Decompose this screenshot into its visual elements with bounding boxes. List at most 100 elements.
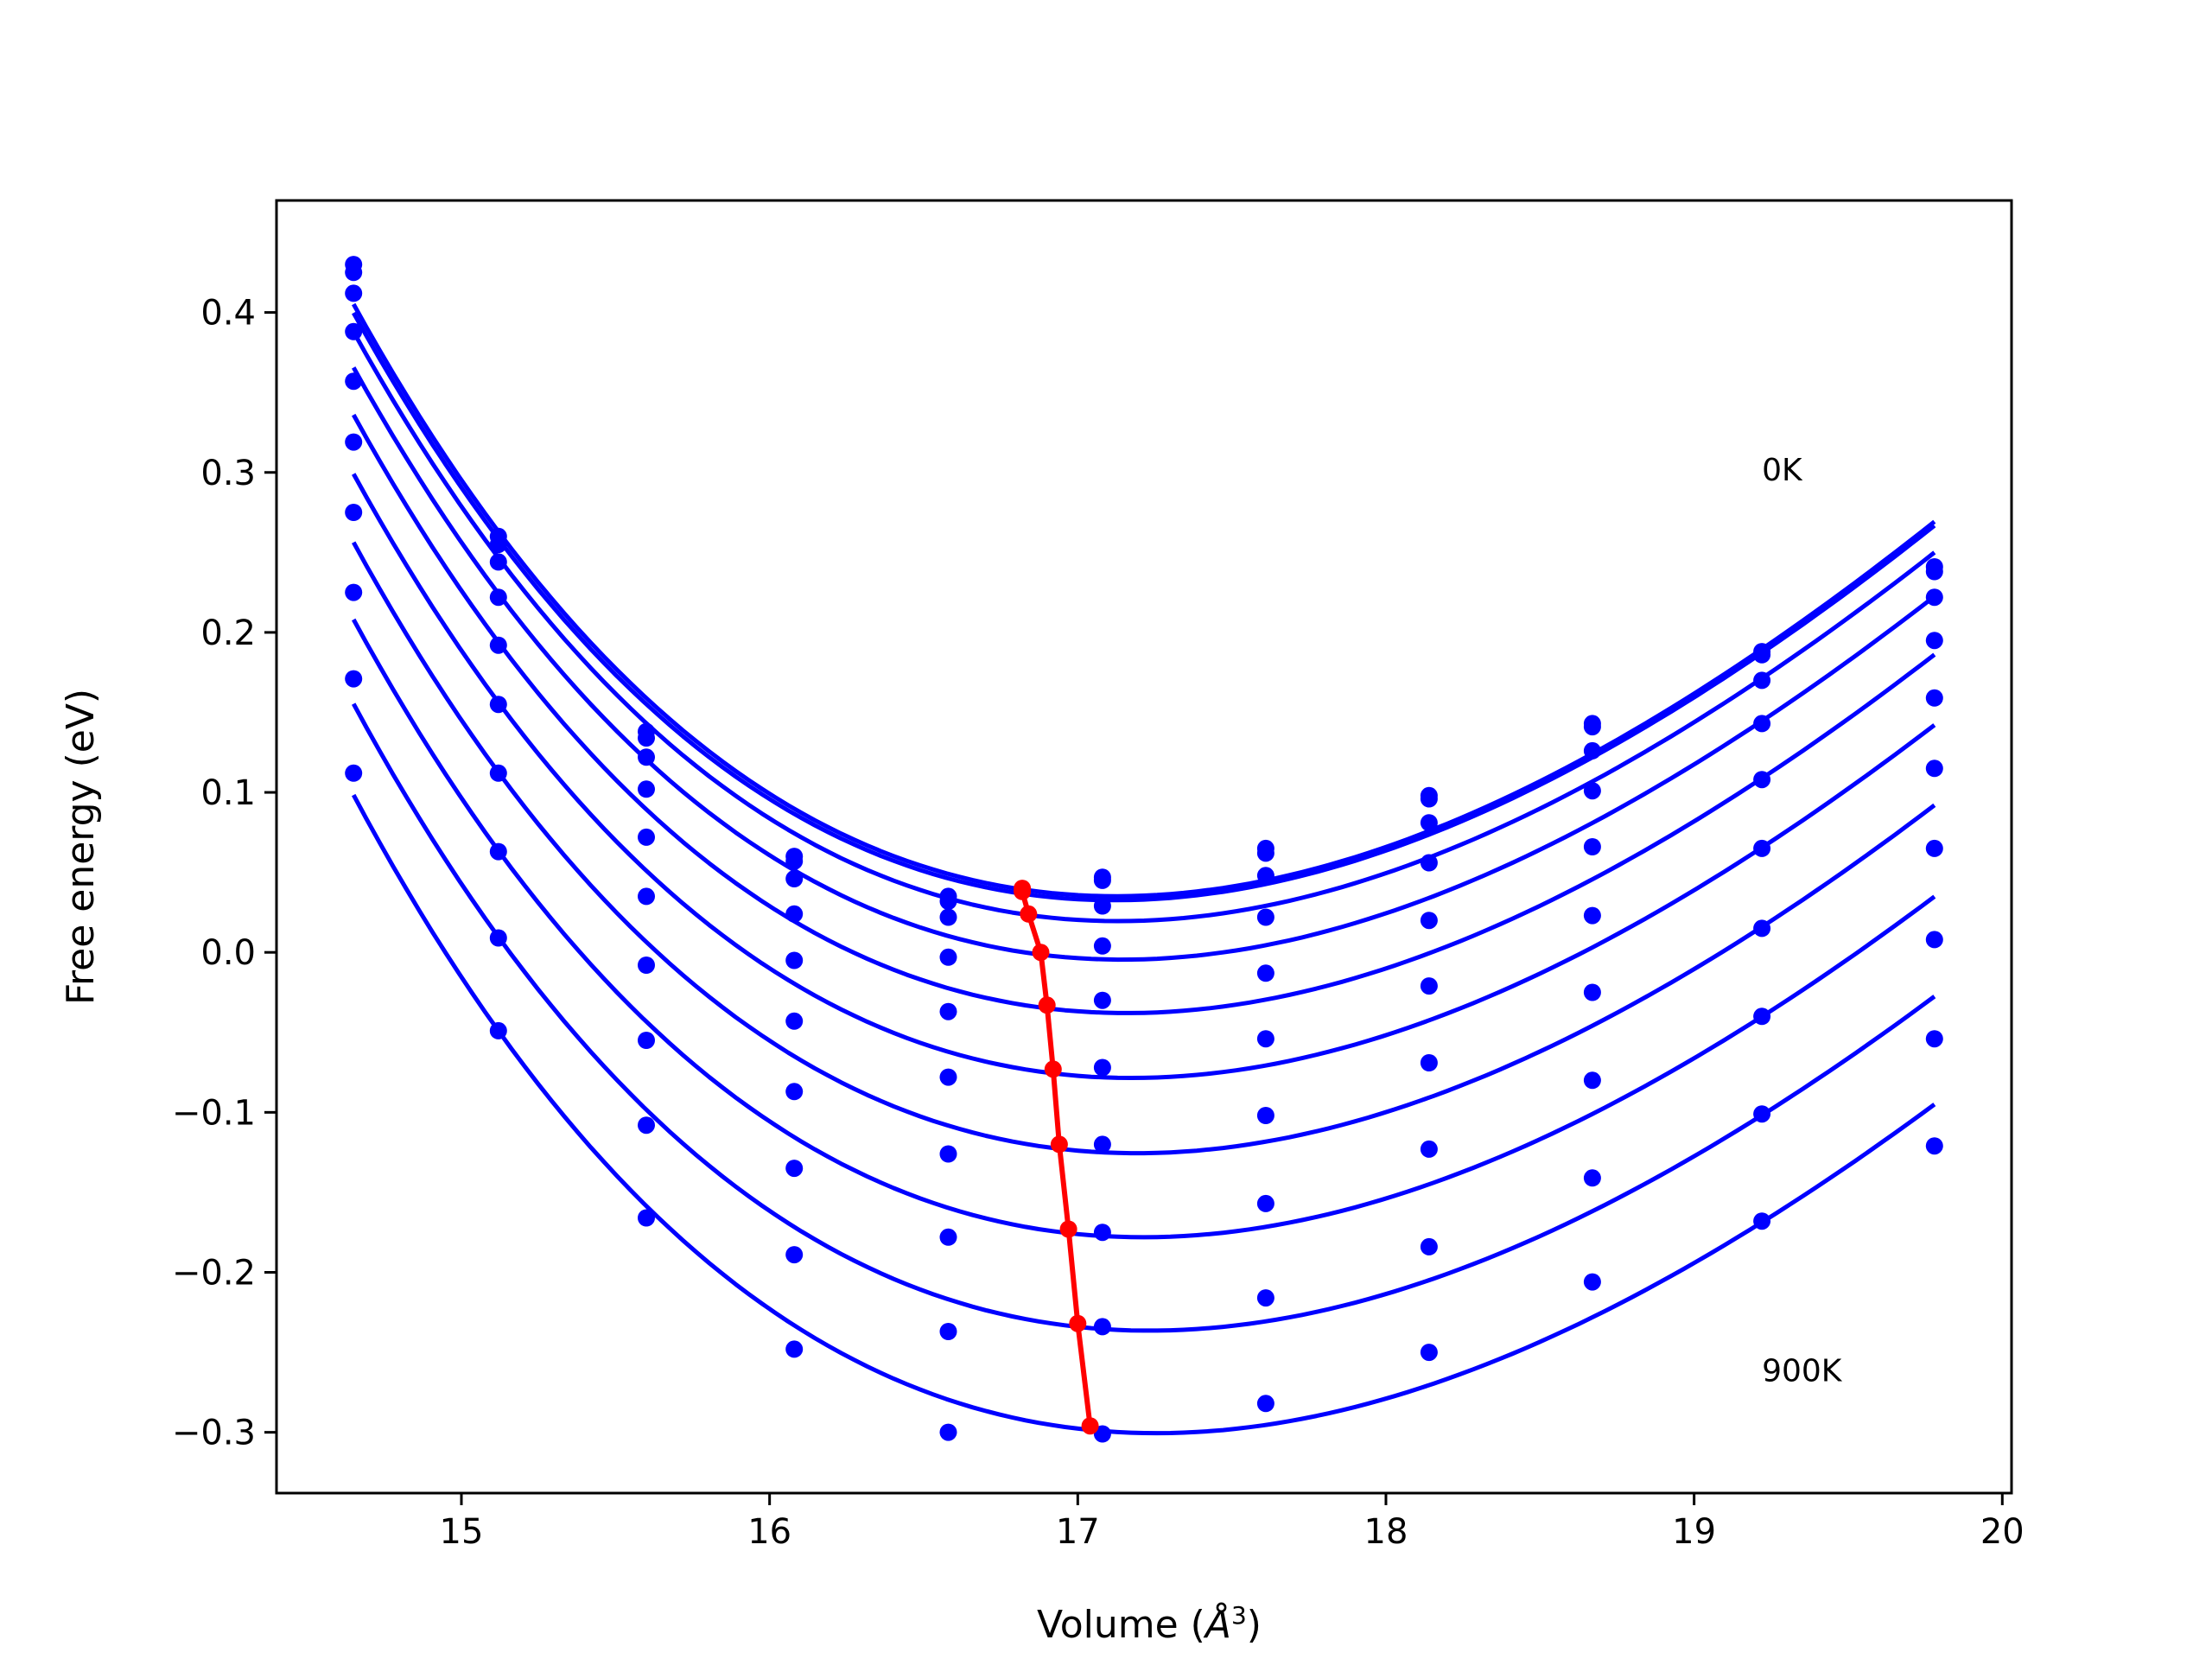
data-point [1925, 1030, 1943, 1048]
fit-curve-500K [352, 473, 1936, 1080]
fitted-curves [351, 302, 1936, 1436]
data-point [1256, 1289, 1274, 1307]
x-tick-label: 16 [747, 1512, 791, 1552]
data-point [1093, 991, 1111, 1009]
x-tick-label: 17 [1056, 1512, 1100, 1552]
data-point [1256, 964, 1274, 982]
data-point [1420, 1344, 1438, 1362]
data-point [1256, 867, 1274, 885]
data-point [785, 1083, 804, 1101]
data-point [785, 1160, 804, 1178]
fit-curve-700K [352, 618, 1936, 1240]
minimum-point [1014, 882, 1032, 900]
data-point [1420, 1237, 1438, 1255]
data-point [939, 1068, 957, 1086]
minimum-point [1020, 905, 1038, 923]
y-tick-label: 0.4 [200, 294, 256, 334]
data-point [1753, 1212, 1771, 1230]
x-tick-label: 15 [440, 1512, 484, 1552]
data-point [1925, 563, 1943, 581]
minimum-point [1032, 944, 1050, 962]
data-point [1256, 844, 1274, 862]
fit-curve-100K [352, 311, 1936, 903]
minimum-line [1014, 880, 1099, 1435]
data-point [489, 1021, 507, 1039]
data-point [489, 929, 507, 947]
fit-curve-0K [352, 302, 1936, 899]
data-point [1093, 871, 1111, 889]
y-tick-label: 0.2 [200, 613, 256, 653]
y-tick-label: 0.0 [200, 933, 256, 973]
data-point [1420, 814, 1438, 832]
data-point [785, 1246, 804, 1264]
data-point [1420, 854, 1438, 872]
data-point [939, 1002, 957, 1020]
data-point [1583, 1273, 1601, 1291]
data-point [1583, 983, 1601, 1001]
y-axis-ticks: −0.3 −0.2 −0.1 0.0 0.1 0.2 0.3 0.4 [172, 294, 276, 1453]
data-point [345, 764, 363, 782]
data-point [1583, 838, 1601, 855]
fit-curve-400K [352, 413, 1936, 1015]
data-point [939, 1423, 957, 1441]
data-point [1753, 1105, 1771, 1123]
x-tick-label: 18 [1364, 1512, 1408, 1552]
y-tick-label: −0.3 [172, 1414, 256, 1453]
data-point [1753, 1007, 1771, 1026]
data-point [638, 729, 655, 747]
data-point [638, 887, 655, 906]
data-point [638, 1209, 655, 1227]
data-point [1093, 1058, 1111, 1077]
data-point [638, 780, 655, 798]
data-point [1093, 1135, 1111, 1154]
data-point [638, 748, 655, 766]
data-point [939, 1323, 957, 1340]
data-point [1256, 1395, 1274, 1413]
data-point [939, 1228, 957, 1246]
data-point [1925, 689, 1943, 707]
data-point [785, 870, 804, 887]
data-point [1093, 1224, 1111, 1242]
y-tick-label: −0.2 [172, 1253, 256, 1293]
data-point [785, 905, 804, 923]
data-point [489, 636, 507, 654]
fit-curve-200K [352, 330, 1936, 924]
data-point [1925, 760, 1943, 778]
data-point [345, 372, 363, 391]
data-point [1256, 1107, 1274, 1124]
data-point [785, 1012, 804, 1030]
data-point [1753, 671, 1771, 690]
data-point [1256, 1194, 1274, 1212]
data-point [345, 322, 363, 340]
data-point [1256, 1030, 1274, 1048]
data-point [638, 828, 655, 846]
y-tick-label: −0.1 [172, 1093, 256, 1133]
data-point [1093, 897, 1111, 915]
data-point [939, 1145, 957, 1163]
data-point [939, 948, 957, 966]
data-point [1583, 782, 1601, 800]
data-point [1753, 645, 1771, 664]
y-tick-label: 0.1 [200, 773, 256, 813]
fit-curve-800K [352, 702, 1936, 1333]
data-point [1093, 937, 1111, 955]
fit-curve-300K [352, 366, 1936, 963]
data-point [1420, 790, 1438, 808]
x-tick-label: 20 [1980, 1512, 2024, 1552]
data-point [345, 504, 363, 521]
annotations: 0K 900K [1762, 453, 1843, 1389]
data-point [638, 1116, 655, 1135]
y-axis-label: Free energy (eV) [59, 689, 103, 1005]
data-point [939, 908, 957, 926]
minimum-point [1050, 1135, 1068, 1154]
data-point [489, 696, 507, 714]
data-point [1925, 632, 1943, 650]
data-point [1420, 977, 1438, 995]
data-point [1925, 1137, 1943, 1155]
data-point [345, 583, 363, 601]
minimum-point [1038, 996, 1056, 1014]
minimum-trace-line [1020, 888, 1093, 1427]
data-point [785, 1340, 804, 1358]
